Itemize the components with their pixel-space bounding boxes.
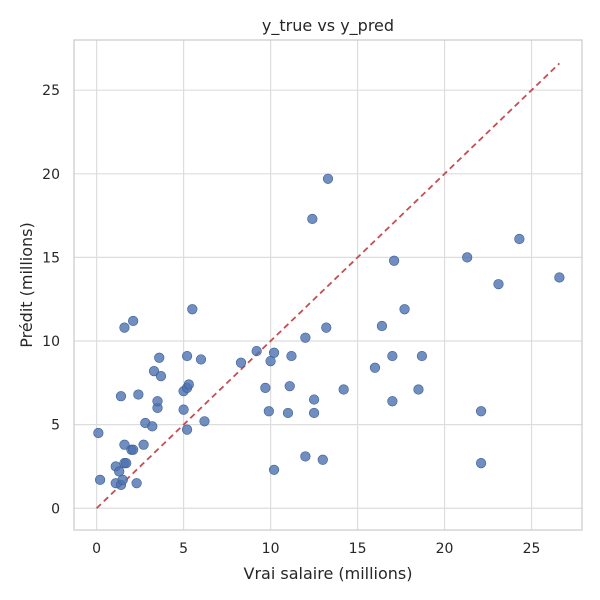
data-point-0-66 [554, 272, 565, 283]
y-tick-label-2: 10 [42, 334, 60, 350]
data-point-0-52 [338, 384, 349, 395]
data-point-0-0 [93, 427, 104, 439]
data-point-0-6 [117, 474, 128, 485]
tick-layer: 0 5 10 15 20 25 0 5 10 15 20 25 [42, 83, 540, 557]
data-point-0-53 [369, 362, 381, 373]
data-point-0-23 [154, 352, 165, 363]
points-layer [93, 173, 565, 490]
diagonal-reference-line [95, 62, 561, 509]
plot-frame [73, 39, 583, 531]
data-point-0-57 [389, 255, 400, 266]
data-point-0-30 [183, 379, 194, 390]
data-point-0-31 [187, 304, 198, 315]
y-axis-label: Prédit (millions) [17, 222, 36, 348]
x-tick-label-2: 10 [262, 541, 280, 557]
data-point-0-17 [138, 439, 149, 450]
data-point-0-11 [119, 322, 130, 333]
data-point-0-43 [286, 350, 297, 362]
data-point-0-64 [493, 279, 504, 290]
data-point-0-39 [268, 347, 280, 358]
data-point-0-48 [308, 407, 320, 419]
data-point-0-46 [307, 213, 318, 225]
data-point-0-35 [251, 345, 262, 357]
x-tick-label-4: 20 [436, 541, 454, 557]
data-point-0-62 [475, 406, 487, 417]
chart-title: y_true vs y_pred [262, 16, 394, 36]
data-point-0-19 [147, 421, 158, 432]
data-point-0-20 [148, 366, 160, 377]
data-point-0-29 [181, 424, 193, 435]
data-point-0-65 [514, 233, 525, 245]
data-point-0-58 [399, 304, 410, 315]
x-tick-label-3: 15 [349, 541, 367, 557]
data-point-0-40 [268, 464, 280, 475]
data-point-0-14 [128, 315, 139, 327]
data-point-0-8 [119, 439, 130, 450]
x-axis-label: Vrai salaire (millions) [244, 564, 413, 583]
y-tick-label-3: 15 [42, 250, 60, 266]
data-point-0-10 [121, 458, 132, 469]
data-point-0-54 [376, 320, 388, 332]
y-tick-label-1: 5 [51, 418, 60, 434]
data-point-0-34 [235, 357, 247, 368]
data-point-0-60 [416, 350, 428, 362]
data-point-0-44 [300, 332, 311, 343]
data-point-0-1 [94, 474, 106, 485]
x-tick-label-1: 5 [179, 541, 188, 557]
data-point-0-37 [263, 406, 274, 417]
data-point-0-13 [128, 444, 139, 455]
data-point-0-63 [475, 458, 487, 469]
y-tick-label-5: 25 [42, 83, 60, 99]
data-point-0-50 [321, 322, 332, 333]
data-point-0-51 [322, 173, 334, 184]
data-point-0-45 [300, 451, 311, 462]
data-point-0-47 [308, 394, 320, 405]
data-point-0-56 [387, 396, 398, 407]
data-point-0-7 [115, 391, 127, 402]
data-point-0-28 [181, 350, 193, 362]
data-point-0-59 [413, 384, 424, 395]
data-point-0-33 [199, 416, 210, 427]
data-point-0-24 [155, 371, 167, 382]
data-point-0-61 [462, 252, 473, 263]
data-point-0-36 [260, 382, 271, 393]
data-point-0-16 [133, 389, 144, 400]
x-tick-label-0: 0 [92, 541, 101, 557]
y-tick-label-4: 20 [42, 167, 60, 183]
data-point-0-22 [152, 396, 163, 407]
x-tick-label-5: 25 [523, 541, 541, 557]
reference-layer [95, 62, 561, 509]
data-point-0-49 [317, 454, 328, 465]
data-point-0-32 [195, 354, 207, 365]
data-point-0-55 [387, 350, 398, 362]
data-point-0-15 [131, 478, 142, 489]
data-point-0-42 [284, 381, 295, 392]
y-tick-label-0: 0 [51, 501, 60, 517]
data-point-0-41 [282, 407, 294, 419]
data-point-0-25 [178, 404, 189, 415]
